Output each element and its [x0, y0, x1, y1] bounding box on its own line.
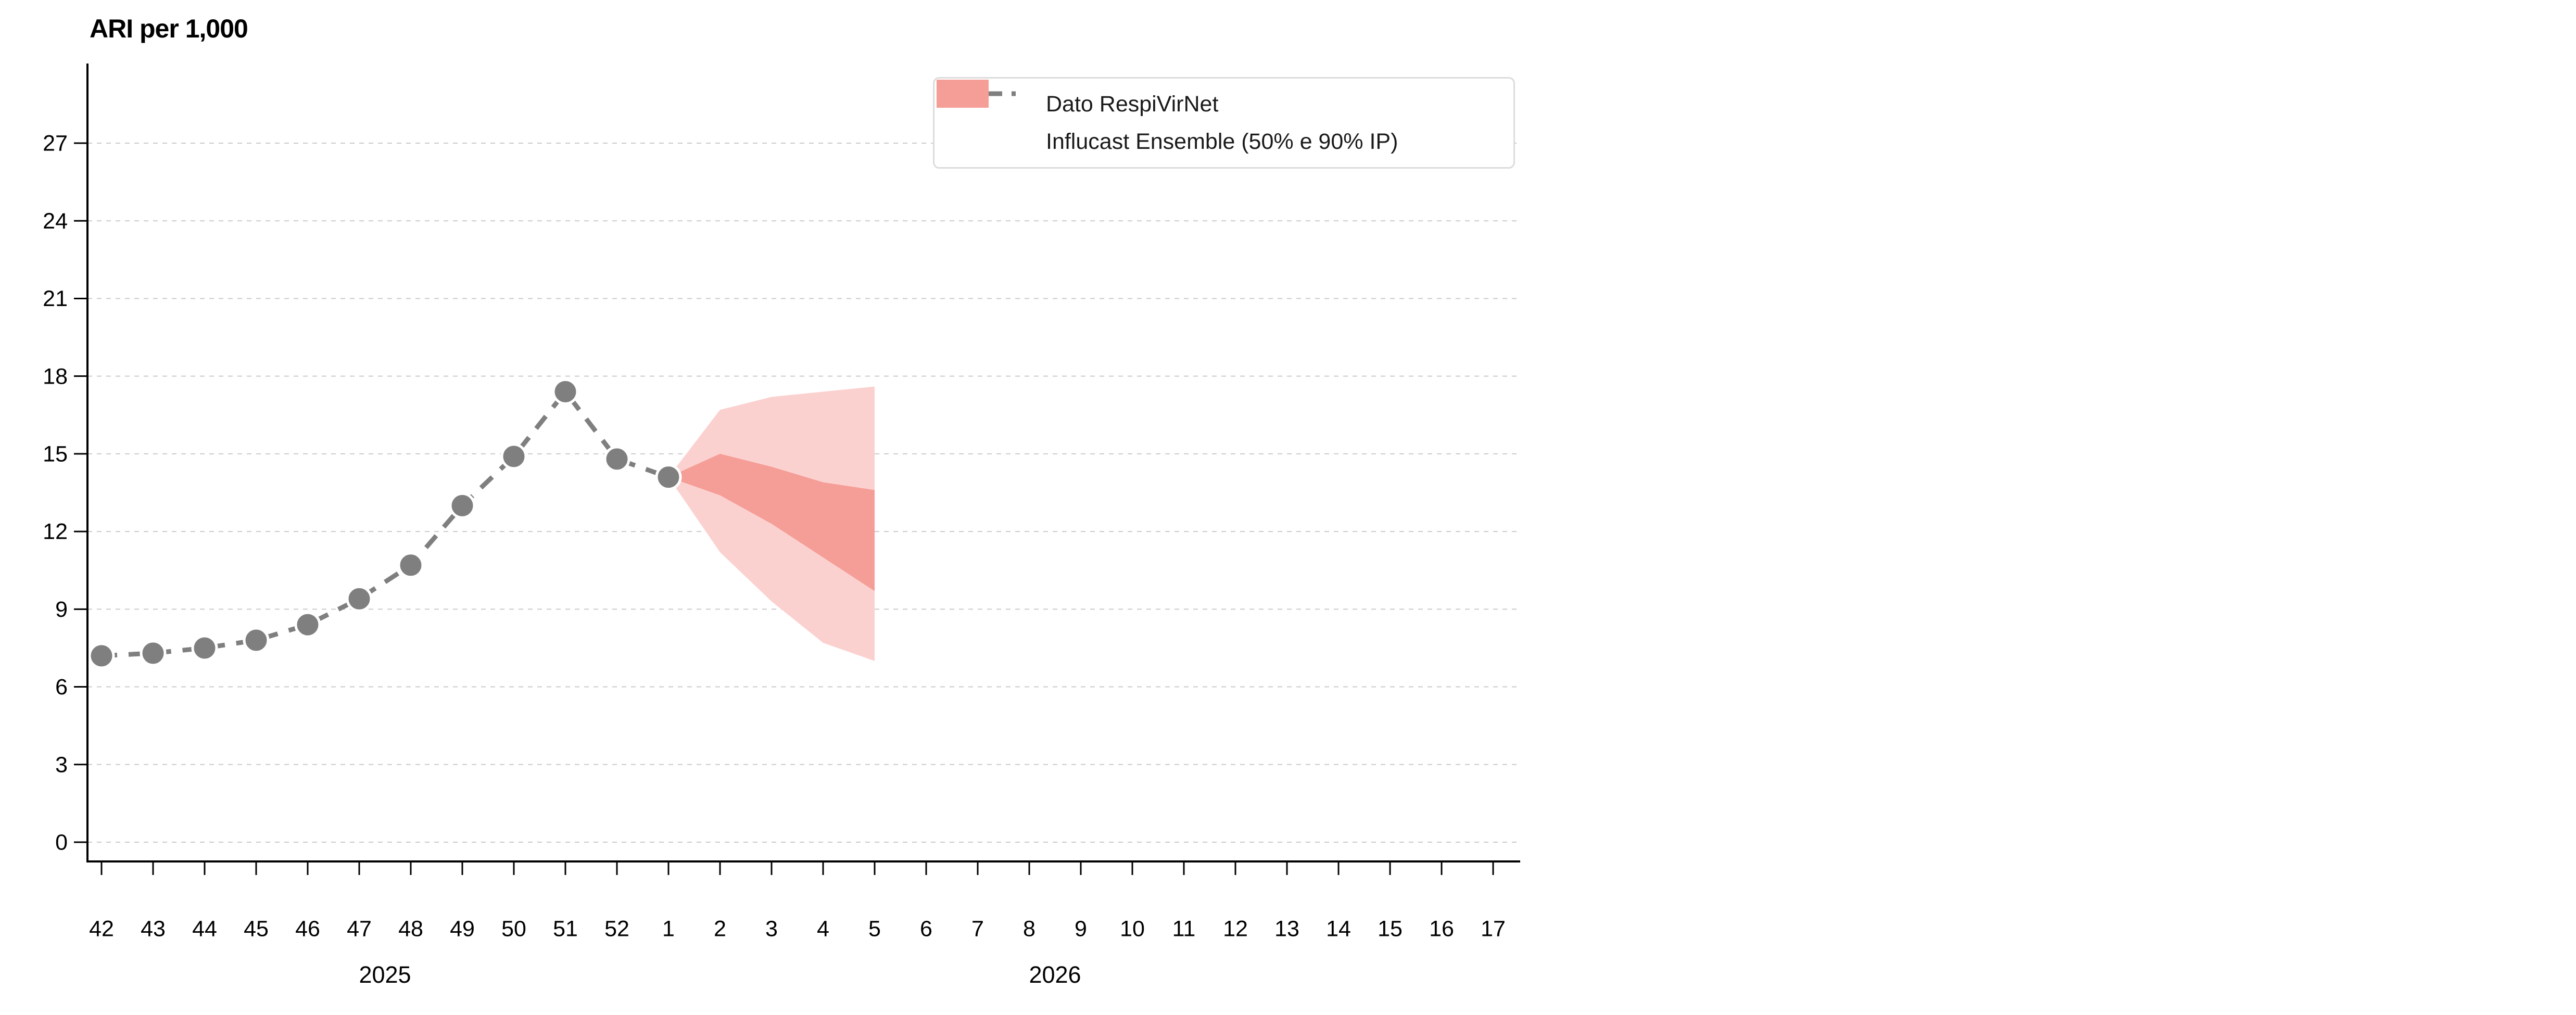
observed-point	[449, 492, 476, 519]
x-tick-label: 13	[1274, 916, 1299, 941]
panel-infl-a: ARI+(Infl. A) per 1,000 0369121518212427…	[1583, 0, 2576, 508]
x-tick-label: 51	[553, 916, 578, 941]
x-tick-label: 10	[1120, 916, 1145, 941]
x-tick-label: 8	[1023, 916, 1036, 941]
y-tick-label: 3	[55, 752, 68, 777]
x-tick-label: 46	[295, 916, 320, 941]
legend-label-observed: Dato RespiVirNet	[1046, 91, 1219, 117]
observed-point	[397, 552, 424, 579]
x-tick-label: 43	[141, 916, 166, 941]
x-tick-label: 3	[765, 916, 778, 941]
observed-point	[603, 446, 630, 473]
x-tick-label: 47	[347, 916, 372, 941]
axes	[86, 64, 1520, 862]
chart-title-ari: ARI per 1,000	[90, 14, 248, 43]
y-tick-label: 24	[43, 209, 68, 234]
y-tick-label: 21	[43, 286, 68, 311]
legend-item-ensemble: Influcast Ensemble (50% e 90% IP)	[937, 80, 1499, 157]
year-label: 2025	[359, 961, 411, 988]
legend-item-observed: Dato RespiVirNet	[937, 82, 1499, 119]
x-tick-label: 4	[817, 916, 829, 941]
observed-point	[500, 443, 527, 470]
observed-line	[101, 388, 670, 658]
y-tick-label: 18	[43, 364, 68, 389]
y-tick-label: 6	[55, 675, 68, 700]
year-label: 2026	[1029, 961, 1081, 988]
x-tick-label: 2	[714, 916, 726, 941]
x-tick-label: 15	[1378, 916, 1403, 941]
forecast-bands	[668, 386, 875, 661]
x-tick-label: 9	[1075, 916, 1087, 941]
observed-point	[655, 464, 682, 491]
observed-point	[191, 635, 218, 662]
y-axis-labels: 0 3 6 9 12 15 18 21 24 27	[43, 131, 87, 855]
x-tick-label: 5	[868, 916, 881, 941]
y-tick-label: 12	[43, 519, 68, 544]
x-axis-labels: 42 43 44 45 46 47 48 49 50 51 52 1 2 3 4 5 6 7 8 9 10 11 12 13 1…	[89, 861, 1506, 941]
x-tick-label: 45	[244, 916, 269, 941]
x-tick-label: 16	[1429, 916, 1454, 941]
x-tick-label: 7	[971, 916, 984, 941]
year-labels: 2025 2026	[359, 961, 1081, 988]
observed-series	[88, 378, 682, 669]
x-tick-label: 49	[450, 916, 475, 941]
x-tick-label: 6	[920, 916, 932, 941]
observed-point	[140, 640, 167, 667]
x-tick-label: 14	[1326, 916, 1351, 941]
y-tick-label: 0	[55, 830, 68, 855]
observed-point	[88, 642, 115, 669]
observed-point	[294, 611, 321, 638]
panel-ari: ARI per 1,000 0 3 6 9 12 15 18 21 24 27 42 43 44 45 46…	[43, 14, 1520, 988]
legend: Dato RespiVirNet Influcast Ensemble (50%…	[933, 77, 1515, 169]
panel-infl-b: ARI+(Infl. B) per 1,000 0369121518212427…	[1583, 508, 2576, 1015]
legend-label-ensemble: Influcast Ensemble (50% e 90% IP)	[1046, 129, 1398, 154]
x-tick-label: 11	[1172, 916, 1196, 941]
y-tick-label: 27	[43, 131, 68, 156]
legend-patch-icon	[937, 80, 1032, 157]
y-tick-label: 9	[55, 597, 68, 622]
x-tick-label: 50	[501, 916, 526, 941]
x-tick-label: 48	[398, 916, 423, 941]
x-tick-label: 52	[604, 916, 629, 941]
x-tick-label: 1	[662, 916, 675, 941]
observed-point	[346, 585, 373, 612]
y-tick-label: 15	[43, 442, 68, 467]
observed-point	[243, 627, 270, 654]
observed-point	[552, 378, 579, 405]
interval-50	[668, 453, 875, 591]
x-tick-label: 42	[89, 916, 114, 941]
x-tick-label: 12	[1223, 916, 1248, 941]
x-tick-label: 44	[192, 916, 217, 941]
x-tick-label: 17	[1481, 916, 1506, 941]
